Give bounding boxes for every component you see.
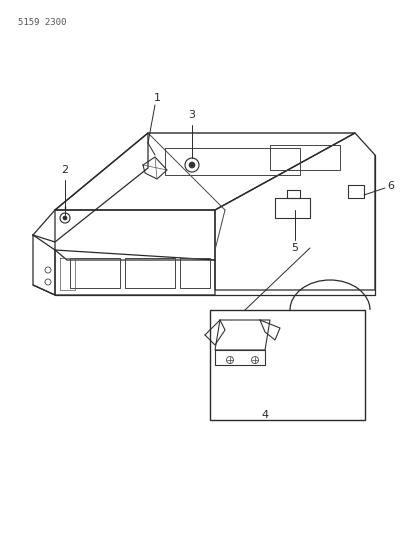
Circle shape bbox=[63, 216, 67, 220]
Bar bbox=[210, 310, 365, 420]
Text: 2: 2 bbox=[62, 165, 69, 175]
Text: 5159 2300: 5159 2300 bbox=[18, 18, 67, 27]
Text: 1: 1 bbox=[153, 93, 160, 103]
Text: 5: 5 bbox=[291, 243, 299, 253]
Text: 6: 6 bbox=[388, 181, 395, 191]
Circle shape bbox=[189, 162, 195, 168]
Text: 3: 3 bbox=[188, 110, 195, 120]
Text: 4: 4 bbox=[262, 410, 268, 420]
